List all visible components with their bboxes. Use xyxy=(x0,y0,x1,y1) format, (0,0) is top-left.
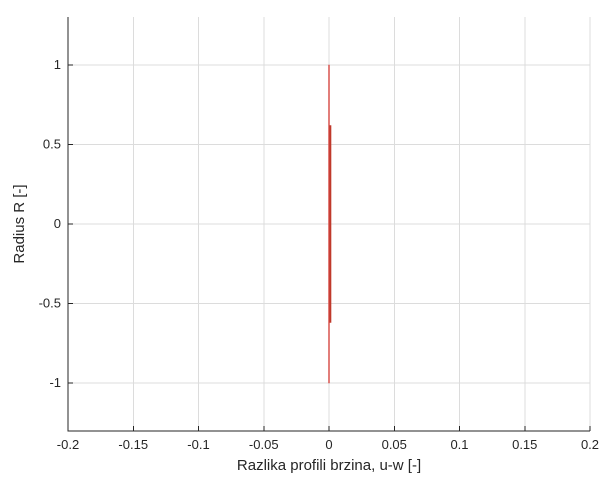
y-axis-label: Radius R [-] xyxy=(11,184,28,263)
y-tick-label: -0.5 xyxy=(39,296,61,311)
x-tick-label: 0.05 xyxy=(382,437,407,452)
x-tick-label: 0.15 xyxy=(512,437,537,452)
x-tick-label: -0.15 xyxy=(118,437,148,452)
x-ticks: -0.2 -0.15 -0.1 -0.05 0 0.05 0.1 0.15 0.2 xyxy=(57,426,599,452)
x-tick-label: -0.1 xyxy=(187,437,209,452)
x-tick-label: 0.2 xyxy=(581,437,599,452)
y-tick-label: 0 xyxy=(54,216,61,231)
x-tick-label: -0.2 xyxy=(57,437,79,452)
y-tick-label: 1 xyxy=(54,57,61,72)
y-ticks: -1 -0.5 0 0.5 1 xyxy=(39,57,73,390)
x-tick-label: 0.1 xyxy=(450,437,468,452)
x-axis-label: Razlika profili brzina, u-w [-] xyxy=(237,457,421,474)
y-tick-label: 0.5 xyxy=(43,136,61,151)
y-tick-label: -1 xyxy=(49,375,61,390)
series-layer xyxy=(328,64,332,384)
x-tick-label: 0 xyxy=(325,437,332,452)
x-tick-label: -0.05 xyxy=(249,437,279,452)
